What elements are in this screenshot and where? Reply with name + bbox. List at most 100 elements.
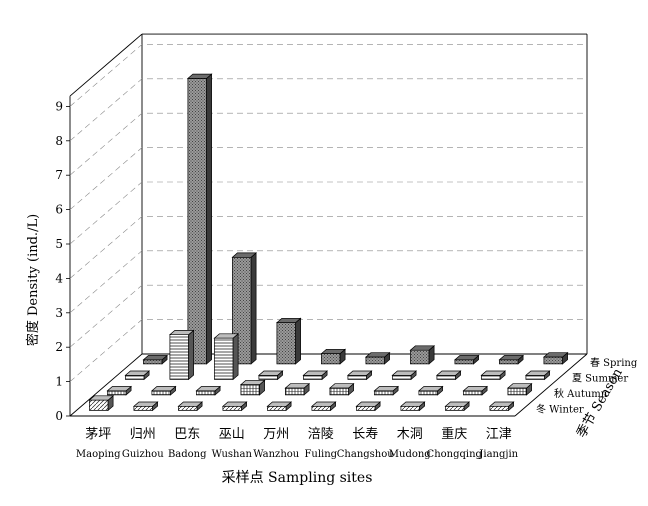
y-tick-label: 4 bbox=[55, 271, 63, 285]
bar-top-face bbox=[284, 383, 311, 389]
bar-winter-changshou bbox=[355, 401, 382, 412]
bars bbox=[88, 73, 569, 412]
bar-front-face bbox=[187, 78, 207, 365]
x-tick-label-zh: 巫山 bbox=[219, 427, 245, 442]
y-tick-label: 1 bbox=[55, 375, 63, 389]
bar-top-face bbox=[391, 370, 418, 376]
bar-autumn-guizhou bbox=[150, 385, 177, 396]
bar-top-face bbox=[328, 383, 355, 389]
gridline bbox=[69, 112, 587, 176]
bar-summer-badong bbox=[213, 333, 240, 381]
bar-spring-wanzhou bbox=[320, 348, 347, 365]
bar-summer-changshou bbox=[391, 370, 418, 381]
x-tick-label-zh: 江津 bbox=[486, 427, 512, 442]
x-tick-maoping: 茅坪 Maoping bbox=[76, 427, 121, 460]
bar-autumn-changshou bbox=[373, 385, 400, 396]
gridline bbox=[69, 44, 587, 107]
bar-top-face bbox=[275, 317, 302, 323]
y-axis-ticks: 0 1 2 3 4 5 6 7 8 9 bbox=[55, 99, 70, 423]
x-tick-jiangjin: 江津 Jiangjin bbox=[478, 427, 518, 460]
bar-winter-wanzhou bbox=[266, 401, 293, 412]
bar-summer-mudong bbox=[435, 370, 462, 381]
bar-winter-chongqing bbox=[444, 401, 471, 412]
bar-spring-fuling bbox=[364, 351, 391, 365]
gridline bbox=[69, 250, 587, 314]
bar-summer-guizhou bbox=[168, 329, 195, 381]
bar-top-face bbox=[320, 348, 347, 354]
bar-front-face bbox=[543, 356, 563, 365]
bar-autumn-badong bbox=[195, 385, 222, 396]
bar-front-face bbox=[418, 390, 438, 396]
bar-autumn-chongqing bbox=[462, 385, 489, 396]
x-tick-badong: 巴东 Badong bbox=[168, 427, 207, 460]
bar-front-face bbox=[347, 374, 367, 380]
bar-front-face bbox=[481, 374, 501, 380]
x-tick-label-zh: 长寿 bbox=[352, 427, 378, 442]
x-tick-mudong: 木洞 Mudong bbox=[389, 427, 432, 460]
x-tick-wushan: 巫山 Wushan bbox=[212, 427, 253, 460]
x-axis-tick-labels: 茅坪 Maoping 归州 Guizhou 巴东 Badong 巫山 Wushan 万州 Wanz… bbox=[76, 426, 519, 460]
bar-winter-jiangjin bbox=[488, 401, 515, 412]
bar-summer-chongqing bbox=[480, 370, 507, 381]
bar-top-face bbox=[142, 355, 169, 361]
bar-front-face bbox=[436, 374, 456, 380]
season-tick-label: 冬 Winter bbox=[536, 402, 584, 415]
floor-right-edge bbox=[514, 353, 588, 417]
bar-side-face bbox=[295, 317, 301, 365]
x-tick-label-zh: 巴东 bbox=[174, 427, 200, 442]
floor-left-edge bbox=[69, 353, 143, 417]
season-tick-label: 秋 Autumn bbox=[554, 387, 608, 400]
bar-front-face bbox=[454, 359, 474, 365]
y-tick-label: 8 bbox=[55, 134, 63, 148]
bar-front-face bbox=[107, 390, 127, 396]
x-tick-label-en: Guizhou bbox=[122, 449, 164, 460]
bar-top-face bbox=[435, 370, 462, 376]
bar-top-face bbox=[524, 370, 551, 376]
bar-top-face bbox=[221, 401, 248, 407]
bar-top-face bbox=[88, 395, 115, 401]
x-tick-label-en: Jiangjin bbox=[478, 449, 518, 460]
bar-front-face bbox=[489, 405, 509, 411]
x-tick-wanzhou: 万州 Wanzhou bbox=[253, 427, 300, 460]
bar-front-face bbox=[169, 334, 189, 380]
bar-front-face bbox=[329, 387, 349, 396]
bar-top-face bbox=[266, 401, 293, 407]
bar-front-face bbox=[356, 405, 376, 411]
x-tick-label-en: Wanzhou bbox=[253, 449, 300, 460]
x-tick-changshou: 长寿 Changshou bbox=[337, 427, 394, 460]
bar-winter-badong bbox=[177, 401, 204, 412]
bar-winter-wushan bbox=[221, 401, 248, 412]
bar-top-face bbox=[257, 370, 284, 376]
bar-top-face bbox=[506, 383, 533, 389]
bar-front-face bbox=[410, 349, 430, 365]
bar-front-face bbox=[133, 405, 153, 411]
bar-front-face bbox=[214, 337, 234, 380]
x-tick-label-zh: 归州 bbox=[130, 427, 156, 442]
bar-top-face bbox=[239, 379, 266, 385]
bar-autumn-jiangjin bbox=[506, 382, 533, 396]
bar-winter-maoping bbox=[88, 395, 115, 412]
y-tick-label: 3 bbox=[55, 306, 63, 320]
y-tick-label: 6 bbox=[55, 203, 63, 217]
bar-front-face bbox=[151, 390, 171, 396]
bar-top-face bbox=[355, 401, 382, 407]
x-tick-chongqing: 重庆 Chongqing bbox=[427, 426, 483, 460]
bar-top-face bbox=[168, 330, 195, 336]
x-tick-label-en: Chongqing bbox=[427, 449, 483, 460]
bar-top-face bbox=[373, 386, 400, 392]
x-tick-label-zh: 茅坪 bbox=[85, 427, 111, 442]
bar-autumn-maoping bbox=[106, 385, 133, 396]
bar-top-face bbox=[150, 386, 177, 392]
bar-front-face bbox=[400, 405, 420, 411]
bar-front-face bbox=[499, 359, 519, 365]
bar-top-face bbox=[213, 333, 240, 339]
bar-front-face bbox=[374, 390, 394, 396]
bar-top-face bbox=[186, 73, 213, 79]
bar-front-face bbox=[507, 387, 527, 396]
gridline bbox=[69, 216, 587, 279]
bar-spring-guizhou bbox=[186, 73, 213, 365]
bar-front-face bbox=[311, 405, 331, 411]
x-tick-label-en: Wushan bbox=[212, 449, 253, 460]
y-tick-label: 7 bbox=[55, 168, 63, 182]
